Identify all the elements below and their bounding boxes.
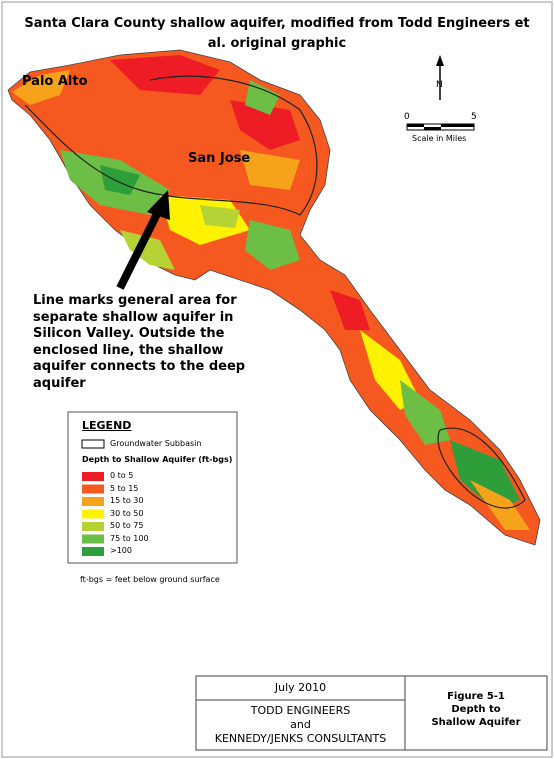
legend-swatch bbox=[82, 522, 104, 531]
legend-label: 0 to 5 bbox=[110, 471, 134, 480]
legend-swatch bbox=[82, 497, 104, 506]
place-label: Palo Alto bbox=[22, 74, 88, 89]
legend-label: 50 to 75 bbox=[110, 521, 144, 530]
firm: KENNEDY/JENKS CONSULTANTS bbox=[214, 732, 387, 745]
firm: TODD ENGINEERS bbox=[250, 704, 351, 717]
figure-number: Figure 5-1 bbox=[447, 691, 505, 702]
conjunction: and bbox=[290, 718, 311, 731]
north-label: N bbox=[436, 80, 443, 90]
legend-swatch bbox=[82, 509, 104, 519]
firms: TODD ENGINEERS and KENNEDY/JENKS CONSULT… bbox=[196, 704, 405, 746]
scale-end: 5 bbox=[471, 112, 477, 122]
caption-line: Shallow Aquifer bbox=[431, 717, 521, 728]
place-label: San Jose bbox=[188, 151, 251, 166]
annotation-arrow bbox=[116, 190, 170, 290]
legend-label: 75 to 100 bbox=[110, 533, 149, 543]
figure-caption: Figure 5-1 Depth to Shallow Aquifer bbox=[405, 690, 547, 729]
legend-label: 15 to 30 bbox=[110, 496, 144, 505]
depth-patches bbox=[12, 55, 530, 530]
legend-boundary-swatch bbox=[81, 439, 105, 449]
legend-swatch bbox=[82, 547, 104, 556]
legend-label: 5 to 15 bbox=[110, 483, 139, 493]
legend-swatch bbox=[82, 484, 104, 494]
legend-boundary: Groundwater Subbasin bbox=[110, 439, 202, 448]
legend-swatch bbox=[82, 534, 104, 544]
scale-bar bbox=[406, 123, 475, 131]
title: Santa Clara County shallow aquifer, modi… bbox=[24, 16, 530, 51]
legend-label: >100 bbox=[110, 546, 132, 555]
legend-title: LEGEND bbox=[82, 419, 132, 432]
annotation: Line marks general area for separate sha… bbox=[33, 293, 246, 391]
scale-start: 0 bbox=[404, 112, 410, 122]
caption-line: Depth to bbox=[451, 704, 501, 715]
legend-swatch bbox=[82, 472, 104, 481]
north-arrow bbox=[436, 55, 444, 100]
footnote: ft-bgs = feet below ground surface bbox=[80, 575, 220, 584]
legend-heading: Depth to Shallow Aquifer (ft-bgs) bbox=[82, 455, 233, 464]
date: July 2010 bbox=[274, 681, 327, 694]
scale-label: Scale in Miles bbox=[412, 134, 467, 143]
title-block bbox=[195, 675, 548, 751]
subbasin-boundary bbox=[24, 75, 526, 509]
legend-label: 30 to 50 bbox=[110, 508, 144, 518]
